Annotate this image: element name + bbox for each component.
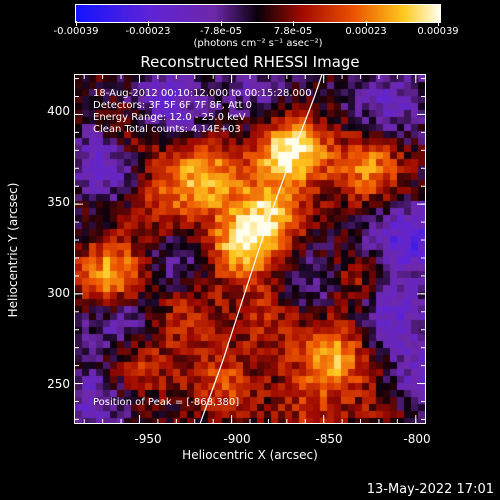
colorbar-tick [76,21,77,26]
y-axis-label: Heliocentric Y (arcsec) [6,182,20,318]
colorbar-tick [221,21,222,26]
info-total-counts: Clean Total counts: 4.14E+03 [93,124,241,135]
info-detectors: Detectors: 3F 5F 6F 7F 8F, Att 0 [93,100,253,111]
y-tick-label: 350 [47,195,70,209]
colorbar-tick [438,21,439,26]
info-peak-position: Position of Peak = [-868,380] [93,397,240,408]
colorbar-tick [366,21,367,26]
axis-ticks [75,75,425,423]
colorbar-label: -0.00039 [53,26,99,37]
plot-frame [74,74,426,424]
x-tick-label: -800 [403,432,431,446]
colorbar-units: (photons cm⁻² s⁻¹ asec⁻²) [193,38,323,49]
colorbar-tick [293,21,294,26]
info-energy-range: Energy Range: 12.0 - 25.0 keV [93,112,246,123]
y-tick-label: 400 [47,104,70,118]
plot-title: Reconstructed RHESSI Image [140,53,360,71]
colorbar-label: 0.00039 [417,26,459,37]
colorbar [75,4,441,23]
render-timestamp: 13-May-2022 17:01 [366,482,494,497]
x-tick-label: -850 [315,432,343,446]
x-tick-label: -950 [134,432,162,446]
solar-limb-curve [199,75,323,423]
x-axis-label: Heliocentric X (arcsec) [182,448,318,462]
rhessi-image-heatmap [75,75,425,423]
y-tick-label: 300 [47,286,70,300]
x-tick-label: -900 [223,432,251,446]
colorbar-label: 7.8e-05 [273,26,313,37]
colorbar-tick [148,21,149,26]
y-tick-label: 250 [47,377,70,391]
info-time-range: 18-Aug-2012 00:10:12.000 to 00:15:28.000 [93,88,312,99]
plot-overlay [199,75,323,423]
colorbar-label: -7.8e-05 [200,26,242,37]
colorbar-label: 0.00023 [345,26,387,37]
colorbar-label: -0.00023 [125,26,171,37]
